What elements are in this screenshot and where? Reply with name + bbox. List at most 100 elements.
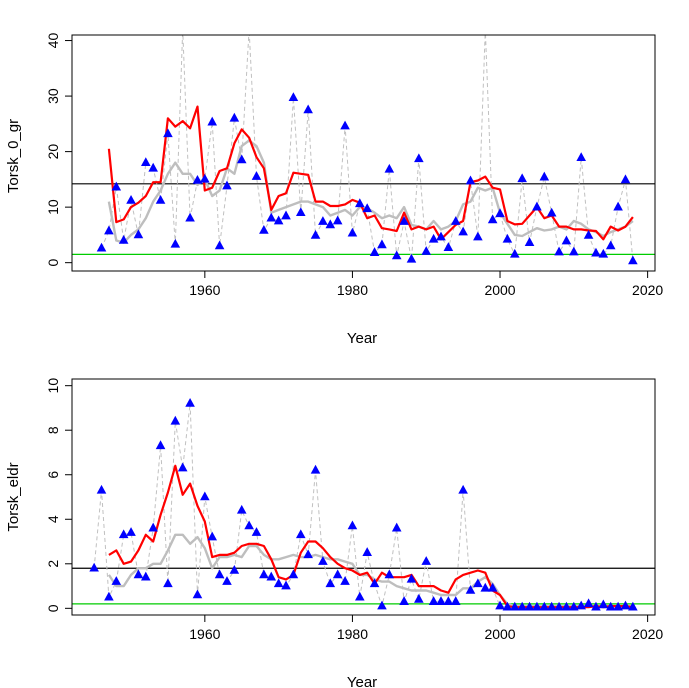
data-point-triangle (236, 504, 247, 514)
data-point-triangle (399, 596, 409, 605)
data-point-triangle (399, 216, 409, 225)
data-point-triangle (303, 104, 313, 114)
data-point-triangle (436, 231, 446, 241)
data-point-triangle (355, 198, 365, 208)
plot-area (72, 35, 655, 265)
data-point-triangle (200, 491, 210, 501)
data-point-triangle (495, 208, 505, 218)
y-tick-label: 10 (45, 378, 61, 394)
data-point-triangle (244, 520, 254, 530)
data-point-triangle (281, 210, 291, 220)
data-point-triangle (428, 596, 439, 605)
y-tick-label: 30 (45, 88, 61, 104)
data-point-triangle (266, 571, 277, 581)
chart-panel-torsk-0-gr: Torsk_0_gr Year 1960 1980 2000 2020 0 10 20 30 4… (5, 33, 663, 347)
data-point-triangle (118, 529, 129, 539)
data-point-triangle (347, 520, 358, 530)
data-point-triangle (96, 484, 107, 494)
y-tick-label: 0 (45, 259, 61, 267)
data-point-triangle (598, 599, 609, 609)
data-point-triangle (591, 247, 601, 257)
data-point-triangle (532, 601, 542, 611)
data-point-triangle (487, 582, 498, 592)
data-point-triangle (310, 229, 321, 239)
data-point-triangle (229, 112, 240, 122)
data-point-triangle (546, 601, 557, 611)
x-tick-label: 1960 (189, 626, 220, 642)
data-point-triangle (325, 219, 336, 229)
data-point-triangle (177, 462, 188, 472)
data-point-triangle (509, 601, 520, 611)
data-point-triangle (605, 601, 616, 611)
data-point-triangle (576, 152, 587, 162)
data-point-triangle (266, 212, 277, 222)
data-point-triangle (591, 601, 601, 611)
x-axis-title: Year (347, 674, 377, 688)
data-point-triangle (384, 163, 395, 173)
data-point-triangle (517, 601, 527, 611)
data-point-triangle (347, 227, 358, 237)
data-point-triangle (495, 600, 505, 610)
y-tick-label: 8 (45, 426, 61, 434)
plot-area (72, 397, 655, 611)
data-point-triangle (295, 207, 306, 216)
series-smooth-red-line (107, 105, 634, 241)
data-point-triangle (318, 216, 328, 225)
data-point-triangle (443, 596, 454, 605)
data-point-triangle (236, 154, 247, 164)
x-tick-label: 2020 (632, 282, 663, 298)
data-point-triangle (229, 564, 240, 574)
y-tick-label: 0 (45, 604, 61, 612)
y-axis-title: Torsk_0_gr (5, 119, 22, 193)
data-point-triangle (140, 157, 151, 167)
data-point-triangle (576, 600, 587, 610)
data-point-triangle (155, 194, 166, 204)
data-point-triangle (583, 229, 594, 239)
data-point-triangle (133, 229, 144, 239)
data-point-triangle (561, 235, 572, 245)
data-point-triangle (214, 569, 225, 579)
data-point-triangle (111, 576, 122, 585)
data-point-triangle (192, 589, 203, 599)
data-point-triangle (450, 596, 461, 605)
data-point-triangle (259, 569, 269, 579)
data-point-triangle (251, 527, 262, 536)
y-tick-label: 20 (45, 144, 61, 160)
data-point-triangle (561, 601, 572, 611)
data-point-triangle (569, 601, 579, 611)
data-point-triangle (391, 522, 402, 532)
data-point-triangle (214, 240, 225, 250)
data-point-triangle (502, 233, 513, 243)
data-point-triangle (628, 255, 638, 265)
data-point-triangle (465, 585, 476, 594)
data-point-triangle (251, 171, 262, 180)
data-point-triangle (126, 194, 136, 204)
data-point-triangle (546, 207, 557, 217)
data-point-triangle (163, 578, 173, 588)
data-point-triangle (148, 522, 158, 532)
data-point-triangle (458, 226, 468, 236)
data-point-triangle (524, 237, 535, 246)
data-point-triangle (436, 596, 446, 605)
x-tick-label: 1980 (337, 626, 368, 642)
data-point-triangle (222, 576, 232, 585)
data-point-triangle (620, 600, 631, 610)
x-tick-label: 1960 (189, 282, 220, 298)
data-point-triangle (200, 173, 210, 183)
y-tick-label: 10 (45, 199, 61, 215)
data-point-triangle (281, 580, 291, 590)
data-point-triangle (554, 601, 564, 611)
data-point-triangle (303, 549, 313, 559)
data-point-triangle (126, 527, 136, 536)
data-point-triangle (502, 601, 513, 611)
data-point-triangle (473, 231, 483, 241)
data-point-triangle (539, 601, 550, 611)
data-point-triangle (288, 92, 299, 102)
data-point-triangle (155, 440, 166, 450)
data-point-triangle (355, 591, 365, 601)
data-point-triangle (391, 250, 402, 260)
data-point-triangle (487, 214, 498, 224)
data-point-triangle (480, 582, 491, 592)
